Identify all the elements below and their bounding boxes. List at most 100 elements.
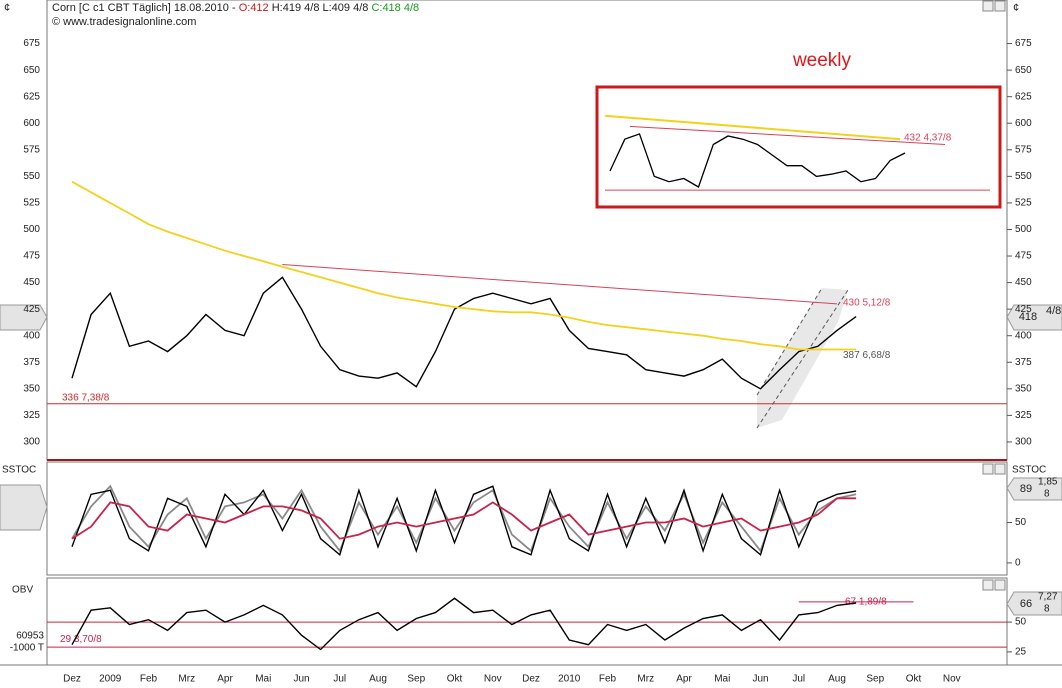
y-tick-label: 0 <box>1015 558 1021 569</box>
left-label: -1000 T <box>10 643 44 654</box>
box-value: 89 <box>1020 483 1032 495</box>
menu-icon[interactable] <box>982 0 994 12</box>
x-tick-label: Aug <box>369 674 387 685</box>
y-tick-label: 425 <box>23 304 40 315</box>
y-tick-label: 600 <box>1015 118 1032 129</box>
box-value: 66 <box>1020 598 1032 610</box>
resistance-label: 430 5,12/8 <box>843 297 891 308</box>
stoch-panel <box>46 461 1008 576</box>
series-line <box>71 597 857 651</box>
y-tick-label: 550 <box>1015 171 1032 182</box>
copyright: © www.tradesignalonline.com <box>52 16 196 28</box>
y-tick-label: 350 <box>1015 383 1032 394</box>
y-tick-label: 575 <box>1015 144 1032 155</box>
x-tick-label: Jun <box>752 674 768 685</box>
close-icon[interactable] <box>994 463 1006 475</box>
y-tick-label: 325 <box>23 410 40 421</box>
x-tick-label: Nov <box>484 674 502 685</box>
y-tick-label: 400 <box>1015 330 1032 341</box>
x-tick-label: Dez <box>522 674 540 685</box>
y-tick-label: 650 <box>23 65 40 76</box>
left-pointer <box>0 304 48 331</box>
x-tick-label: Mrz <box>637 674 654 685</box>
x-tick-label: 2010 <box>558 674 581 685</box>
series-line <box>71 276 857 390</box>
low: L:409 4/8 <box>323 2 369 14</box>
box-value: 1,85 <box>1038 477 1058 488</box>
y-tick-label: 525 <box>1015 198 1032 209</box>
x-tick-label: Jul <box>792 674 805 685</box>
x-tick-label: Jul <box>333 674 346 685</box>
close: C:418 4/8 <box>371 2 419 14</box>
x-tick-label: Mrz <box>178 674 195 685</box>
x-tick-label: Feb <box>599 674 617 685</box>
left-label: 60953 <box>16 631 44 642</box>
y-tick-label: 475 <box>23 251 40 262</box>
box-value: 8 <box>1044 604 1050 615</box>
support-label: 336 7,38/8 <box>62 392 110 403</box>
x-tick-label: Aug <box>828 674 846 685</box>
y-tick-label: 450 <box>23 277 40 288</box>
y-tick-label: 675 <box>1015 38 1032 49</box>
x-tick-label: Mai <box>714 674 730 685</box>
y-tick-label: 450 <box>1015 277 1032 288</box>
last-price: 418 <box>1019 311 1037 323</box>
menu-icon[interactable] <box>982 579 994 591</box>
x-tick-label: Okt <box>447 674 463 685</box>
y-tick-label: 575 <box>23 144 40 155</box>
channel <box>757 288 848 428</box>
inset-ma <box>604 114 901 141</box>
x-tick-label: Dez <box>63 674 81 685</box>
y-tick-label: 600 <box>23 118 40 129</box>
panel-title: SSTOC <box>1012 465 1046 476</box>
y-tick-label: 425 <box>1015 304 1032 315</box>
y-tick-label: 400 <box>23 330 40 341</box>
y-tick-label: 625 <box>23 91 40 102</box>
y-tick-label: 675 <box>23 38 40 49</box>
series-line <box>71 497 857 540</box>
y-tick-label: 375 <box>1015 357 1032 368</box>
y-tick-label: 50 <box>1015 517 1027 528</box>
y-tick-label: 300 <box>1015 437 1032 448</box>
price-box <box>1006 304 1062 331</box>
inset-frame <box>595 85 1002 209</box>
y-tick-label: 500 <box>1015 224 1032 235</box>
x-tick-label: Okt <box>906 674 922 685</box>
panel-title: SSTOC <box>2 465 36 476</box>
x-tick-label: Feb <box>140 674 158 685</box>
y-tick-label: 325 <box>1015 410 1032 421</box>
x-tick-label: Mai <box>255 674 271 685</box>
level-label: 67 1,89/8 <box>845 596 887 607</box>
menu-icon[interactable] <box>982 463 994 475</box>
series-line <box>71 485 857 557</box>
y-tick-label: 50 <box>1015 617 1027 628</box>
y-tick-label: 625 <box>1015 91 1032 102</box>
inset-trend <box>629 125 946 145</box>
x-tick-label: Apr <box>676 674 692 685</box>
box-value: 8 <box>1044 489 1050 500</box>
title: Corn [C c1 CBT Täglich] 18.08.2010 - <box>52 2 236 14</box>
y-tick-label: 350 <box>23 383 40 394</box>
resistance-line <box>282 264 838 305</box>
left-pointer <box>0 484 48 531</box>
y-tick-label: 550 <box>23 171 40 182</box>
y-tick-label: 375 <box>23 357 40 368</box>
currency: ¢ <box>4 2 10 14</box>
stoch-box <box>1006 477 1062 501</box>
close-icon[interactable] <box>994 579 1006 591</box>
open: O:412 <box>239 2 269 14</box>
x-tick-label: 2009 <box>99 674 122 685</box>
y-tick-label: 475 <box>1015 251 1032 262</box>
y-tick-label: 500 <box>23 224 40 235</box>
y-tick-label: 25 <box>1015 647 1027 658</box>
inset-trend-label: 432 4,37/8 <box>904 133 952 144</box>
inset-line <box>609 133 906 188</box>
x-tick-label: Sep <box>407 674 425 685</box>
x-tick-label: Nov <box>943 674 961 685</box>
level-label: 29 3,70/8 <box>60 634 102 645</box>
close-icon[interactable] <box>994 0 1006 12</box>
box-value: 7,27 <box>1038 592 1058 603</box>
series-label: 387 6,68/8 <box>843 350 891 361</box>
y-tick-label: 650 <box>1015 65 1032 76</box>
